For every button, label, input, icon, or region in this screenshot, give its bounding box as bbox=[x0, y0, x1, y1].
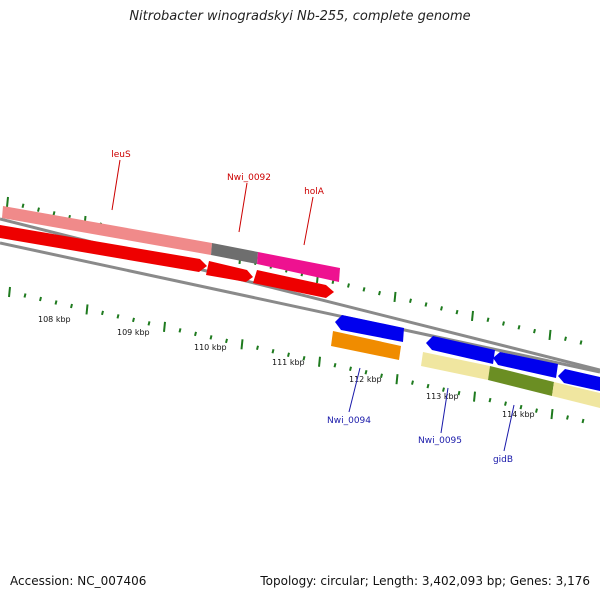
cds-arrow-rev-3[interactable] bbox=[493, 352, 558, 378]
scale-label: 111 kbp bbox=[272, 358, 305, 367]
gene-label-leuS[interactable]: leuS bbox=[111, 150, 131, 160]
cds-arrow-rev-2[interactable] bbox=[426, 336, 495, 364]
minor-tick bbox=[566, 415, 569, 420]
major-tick bbox=[393, 291, 397, 303]
minor-tick bbox=[52, 211, 56, 216]
genome-summary-text: Topology: circular; Length: 3,402,093 bp… bbox=[260, 574, 590, 588]
minor-tick bbox=[517, 325, 521, 330]
leader-holA bbox=[303, 196, 314, 246]
minor-tick bbox=[442, 387, 445, 392]
minor-tick bbox=[178, 328, 182, 333]
minor-tick bbox=[39, 296, 42, 302]
cds-arrow-2[interactable] bbox=[206, 261, 253, 282]
minor-tick bbox=[225, 338, 228, 344]
minor-tick bbox=[132, 317, 135, 323]
gene-leuS-feature[interactable] bbox=[2, 206, 212, 255]
tick-row-lower bbox=[8, 286, 585, 424]
gene-Nwi_0094-feature[interactable] bbox=[331, 331, 401, 360]
minor-tick bbox=[302, 356, 306, 361]
backbone-lower bbox=[0, 241, 600, 374]
scale-label: 113 kbp bbox=[426, 392, 459, 401]
scale-label: 112 kbp bbox=[349, 375, 382, 384]
minor-tick bbox=[426, 383, 430, 389]
minor-tick bbox=[37, 207, 40, 212]
minor-tick bbox=[486, 317, 490, 322]
minor-tick bbox=[54, 300, 58, 305]
minor-tick bbox=[409, 298, 412, 303]
gene-partial-feature bbox=[552, 382, 600, 408]
minor-tick bbox=[424, 302, 428, 307]
minor-tick bbox=[333, 362, 337, 368]
minor-tick bbox=[21, 203, 25, 209]
minor-tick bbox=[362, 287, 366, 292]
major-tick bbox=[8, 286, 11, 298]
minor-tick bbox=[579, 340, 583, 345]
minor-tick bbox=[440, 306, 443, 311]
minor-tick bbox=[70, 303, 73, 309]
major-tick bbox=[471, 310, 474, 322]
accession-text: Accession: NC_007406 bbox=[10, 574, 147, 588]
minor-tick bbox=[504, 401, 507, 406]
gene-Nwi_0095-feature[interactable] bbox=[421, 352, 490, 380]
major-tick bbox=[163, 321, 166, 332]
scale-label: 114 kbp bbox=[502, 410, 535, 419]
major-tick bbox=[6, 196, 9, 208]
major-tick bbox=[395, 374, 399, 385]
cds-arrow-3[interactable] bbox=[253, 270, 334, 298]
gene-label-Nwi_0095[interactable]: Nwi_0095 bbox=[418, 436, 462, 446]
cds-arrow-rev-1[interactable] bbox=[335, 315, 404, 342]
minor-tick bbox=[101, 310, 104, 316]
major-tick bbox=[548, 329, 552, 341]
minor-tick bbox=[455, 309, 459, 315]
gene-Nwi_0092-feature[interactable] bbox=[211, 243, 258, 264]
scale-label: 110 kbp bbox=[194, 343, 227, 352]
minor-tick bbox=[564, 336, 567, 341]
minor-tick bbox=[378, 290, 381, 296]
major-tick bbox=[473, 391, 476, 402]
gene-label-gidB[interactable]: gidB bbox=[493, 455, 513, 465]
leader-Nwi_0094 bbox=[348, 367, 361, 413]
minor-tick bbox=[194, 331, 197, 337]
minor-tick bbox=[147, 321, 151, 326]
gene-label-Nwi_0092[interactable]: Nwi_0092 bbox=[227, 173, 271, 183]
leader-leuS bbox=[111, 159, 121, 211]
cds-arrow-rev-4 bbox=[558, 369, 600, 391]
minor-tick bbox=[533, 328, 536, 334]
leader-Nwi_0092 bbox=[238, 182, 248, 233]
gene-label-Nwi_0094[interactable]: Nwi_0094 bbox=[327, 416, 371, 426]
minor-tick bbox=[364, 369, 368, 375]
minor-tick bbox=[380, 373, 383, 378]
gene-gidB-feature[interactable] bbox=[488, 366, 554, 396]
minor-tick bbox=[287, 352, 290, 358]
minor-tick bbox=[116, 314, 120, 319]
map-title: Nitrobacter winogradskyi Nb-255, complet… bbox=[129, 9, 471, 24]
major-tick bbox=[240, 339, 244, 350]
minor-tick bbox=[23, 293, 27, 298]
minor-tick bbox=[349, 366, 352, 371]
scale-label: 108 kbp bbox=[38, 315, 71, 324]
minor-tick bbox=[256, 345, 259, 351]
minor-tick bbox=[347, 283, 350, 288]
leader-Nwi_0095 bbox=[440, 387, 449, 434]
minor-tick bbox=[411, 380, 414, 385]
minor-tick bbox=[457, 390, 461, 396]
minor-tick bbox=[488, 397, 492, 403]
minor-tick bbox=[271, 349, 275, 354]
minor-tick bbox=[502, 321, 505, 326]
major-tick bbox=[85, 304, 89, 315]
major-tick bbox=[550, 408, 554, 420]
scale-label: 109 kbp bbox=[117, 328, 150, 337]
minor-tick bbox=[581, 418, 585, 424]
minor-tick bbox=[209, 335, 213, 340]
gene-label-holA[interactable]: holA bbox=[304, 187, 325, 197]
leader-gidB bbox=[503, 404, 515, 452]
major-tick bbox=[318, 356, 321, 367]
cds-arrow-1[interactable] bbox=[0, 225, 207, 272]
gene-holA-feature[interactable] bbox=[257, 252, 340, 282]
minor-tick bbox=[535, 408, 538, 413]
minor-tick bbox=[519, 404, 523, 410]
